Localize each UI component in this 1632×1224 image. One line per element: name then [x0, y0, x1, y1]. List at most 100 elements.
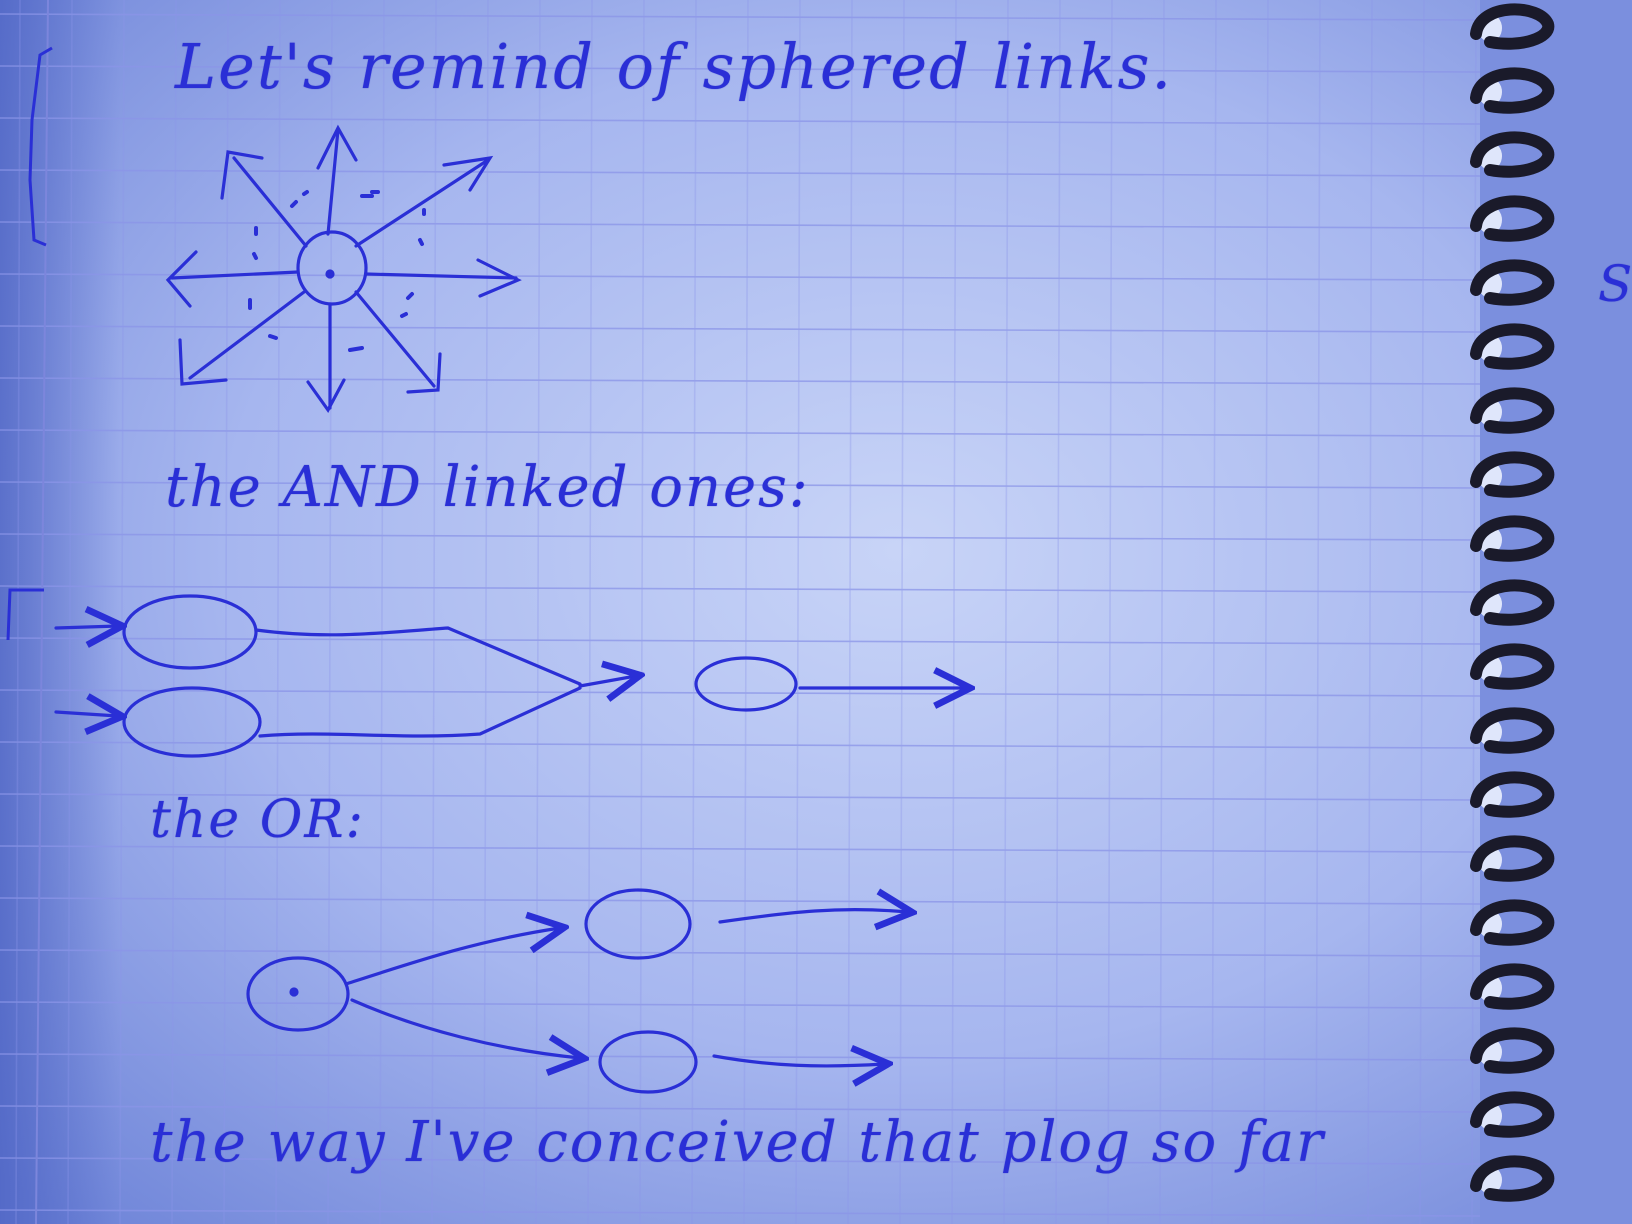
- grid-line-vertical: [275, 0, 281, 1224]
- grid-line-horizontal: [0, 1105, 1481, 1113]
- grid-line-horizontal: [0, 13, 1481, 21]
- grid-line-vertical: [1211, 0, 1217, 1224]
- dots-3: [418, 208, 426, 246]
- grid-line-vertical: [483, 0, 489, 1224]
- ray-up-head: [316, 124, 358, 170]
- ray-right-head: [476, 258, 522, 298]
- spiral-ring: [1470, 67, 1555, 114]
- spiral-ring: [1470, 515, 1555, 562]
- ray-down-left-head: [178, 338, 228, 386]
- grid-line-vertical: [951, 0, 957, 1224]
- grid-line-horizontal: [0, 585, 1481, 593]
- spiral-ring: [1470, 1091, 1555, 1138]
- or-target-node-top: [584, 888, 692, 960]
- spiral-ring: [1470, 259, 1555, 306]
- grid-line-vertical: [743, 0, 749, 1224]
- ray-up-right-head: [442, 155, 494, 192]
- grid-line-horizontal: [0, 689, 1481, 697]
- grid-line-horizontal: [0, 481, 1481, 489]
- or-link-bottom: [350, 998, 580, 1058]
- grid-line-vertical: [847, 0, 853, 1224]
- ray-left-head: [165, 250, 198, 308]
- grid-line-horizontal: [0, 845, 1481, 853]
- or-source-node: [246, 956, 350, 1032]
- spiral-ring: [1470, 899, 1555, 946]
- margin-bracket-top: [28, 46, 53, 247]
- and-input-arrow-top: [54, 626, 118, 628]
- or-output-arrow-bottom: [712, 1056, 884, 1066]
- central-sphere: [296, 230, 368, 306]
- text-conceived-plog: the way I've conceived that plog so far: [150, 1110, 1325, 1175]
- spiral-ring: [1470, 387, 1555, 434]
- spiral-ring: [1470, 131, 1555, 178]
- spiral-ring: [1470, 579, 1555, 626]
- and-node-top: [122, 594, 258, 670]
- grid-line-vertical: [1419, 0, 1425, 1224]
- spiral-ring: [1470, 835, 1555, 882]
- grid-line-vertical: [691, 0, 697, 1224]
- and-link-bottom: [258, 686, 582, 738]
- grid-line-horizontal: [0, 1209, 1481, 1217]
- or-diagram: [246, 888, 908, 1094]
- grid-line-horizontal: [0, 1053, 1481, 1061]
- grid-line-vertical: [1263, 0, 1269, 1224]
- dots-6: [248, 298, 278, 340]
- ray-left: [170, 270, 300, 280]
- and-link-top: [254, 626, 582, 686]
- grid-line-horizontal: [0, 325, 1481, 333]
- grid-line-vertical: [1055, 0, 1061, 1224]
- grid-line-horizontal: [0, 1157, 1481, 1165]
- spiral-ring: [1470, 963, 1555, 1010]
- spiral-ring: [1470, 1027, 1555, 1074]
- grid-line-horizontal: [0, 637, 1481, 645]
- grid-line-horizontal: [0, 221, 1481, 229]
- ray-down-right: [354, 290, 436, 388]
- or-source-dot: [289, 987, 299, 997]
- or-link-top: [344, 928, 560, 986]
- grid-line-vertical: [67, 0, 73, 1224]
- grid-line-vertical: [1107, 0, 1113, 1224]
- spiral-ring: [1470, 3, 1555, 50]
- and-input-arrow-bottom: [54, 712, 118, 716]
- or-target-node-bottom: [598, 1030, 698, 1094]
- grid-line-vertical: [795, 0, 801, 1224]
- spiral-ring: [1470, 1155, 1555, 1202]
- and-join-arrow: [578, 676, 636, 686]
- grid-line-horizontal: [0, 793, 1481, 801]
- ray-up-left-head: [220, 150, 264, 200]
- and-node-bottom: [122, 686, 262, 758]
- ray-right: [364, 272, 518, 280]
- ray-up-right: [354, 158, 490, 248]
- grid-line-horizontal: [0, 897, 1481, 905]
- grid-line-vertical: [1315, 0, 1321, 1224]
- margin-bracket-bottom: [6, 588, 44, 641]
- grid-line-horizontal: [0, 533, 1481, 541]
- heading-and-linked: the AND linked ones:: [165, 455, 810, 520]
- grid-line-horizontal: [0, 949, 1481, 957]
- central-sphere-dot: [325, 269, 335, 279]
- grid-line-horizontal: [0, 429, 1481, 437]
- spiral-ring: [1470, 323, 1555, 370]
- spiral-binding: [1470, 3, 1555, 1202]
- grid-line-vertical: [899, 0, 905, 1224]
- ray-up-left: [232, 156, 308, 248]
- grid-line-horizontal: [0, 1001, 1481, 1009]
- or-output-arrow-top: [718, 910, 908, 922]
- dots-2: [360, 190, 380, 198]
- grid-line-vertical: [1003, 0, 1009, 1224]
- grid-line-vertical: [171, 0, 177, 1224]
- dots-1: [290, 190, 309, 208]
- ray-down-left: [188, 290, 306, 380]
- spiral-ring: [1470, 771, 1555, 818]
- heading-or: the OR:: [150, 790, 365, 850]
- spiral-ring: [1470, 195, 1555, 242]
- grid-line-vertical: [379, 0, 385, 1224]
- grid-line-horizontal: [0, 65, 1481, 73]
- heading-sphered-links: Let's remind of sphered links.: [175, 30, 1174, 103]
- grid-line-horizontal: [0, 377, 1481, 385]
- grid-line-vertical: [15, 0, 21, 1224]
- spiral-ring: [1470, 707, 1555, 754]
- and-linked-diagram: [54, 594, 966, 758]
- dots-7: [348, 346, 364, 352]
